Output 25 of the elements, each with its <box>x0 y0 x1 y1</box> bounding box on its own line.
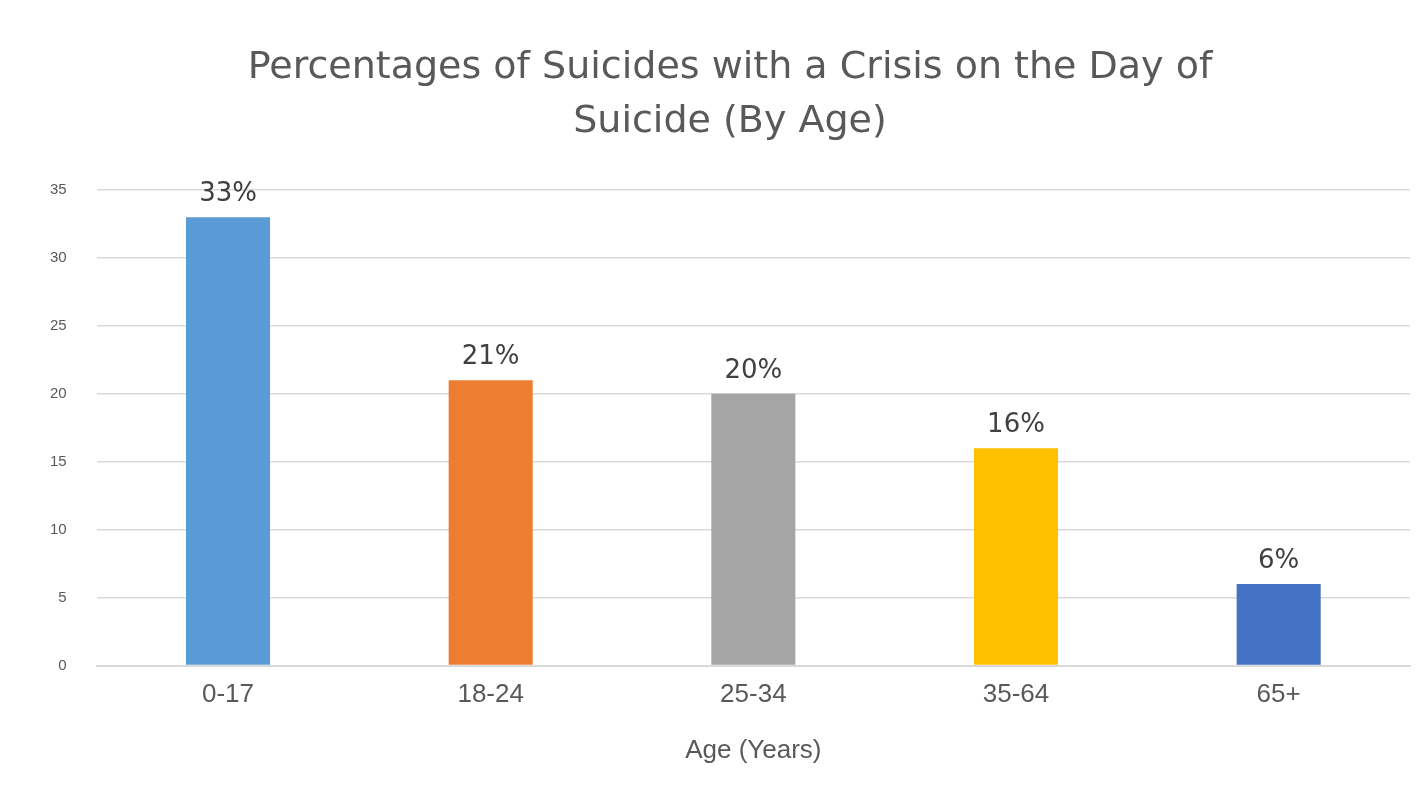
y-tick-label: 25 <box>50 316 67 334</box>
y-tick-label: 15 <box>50 451 67 469</box>
bar <box>1236 584 1321 665</box>
bar <box>711 393 796 665</box>
y-tick-label: 35 <box>50 180 67 198</box>
x-tick-label: 65+ <box>1256 678 1301 709</box>
x-tick-label: 35-64 <box>982 678 1050 709</box>
data-label: 33% <box>199 176 257 207</box>
bar <box>448 380 533 665</box>
x-tick-label: 25-34 <box>720 678 787 709</box>
data-label: 20% <box>724 353 783 384</box>
bar <box>185 217 271 665</box>
data-label: 16% <box>987 407 1045 438</box>
x-tick-label: 18-24 <box>457 678 524 709</box>
y-tick-label: 30 <box>50 248 67 266</box>
y-tick-label: 20 <box>50 383 67 401</box>
y-tick-label: 0 <box>58 655 67 673</box>
x-tick-label: 0-17 <box>201 678 255 709</box>
y-tick-label: 10 <box>50 519 67 537</box>
bar <box>973 448 1059 665</box>
chart-title: Percentages of Suicides with a Crisis on the Day of Suicide (By Age) <box>246 42 1214 143</box>
x-axis-title: Age (Years) <box>685 733 822 764</box>
data-label: 21% <box>461 339 520 370</box>
y-tick-label: 5 <box>58 587 67 605</box>
data-label: 6% <box>1258 543 1300 574</box>
